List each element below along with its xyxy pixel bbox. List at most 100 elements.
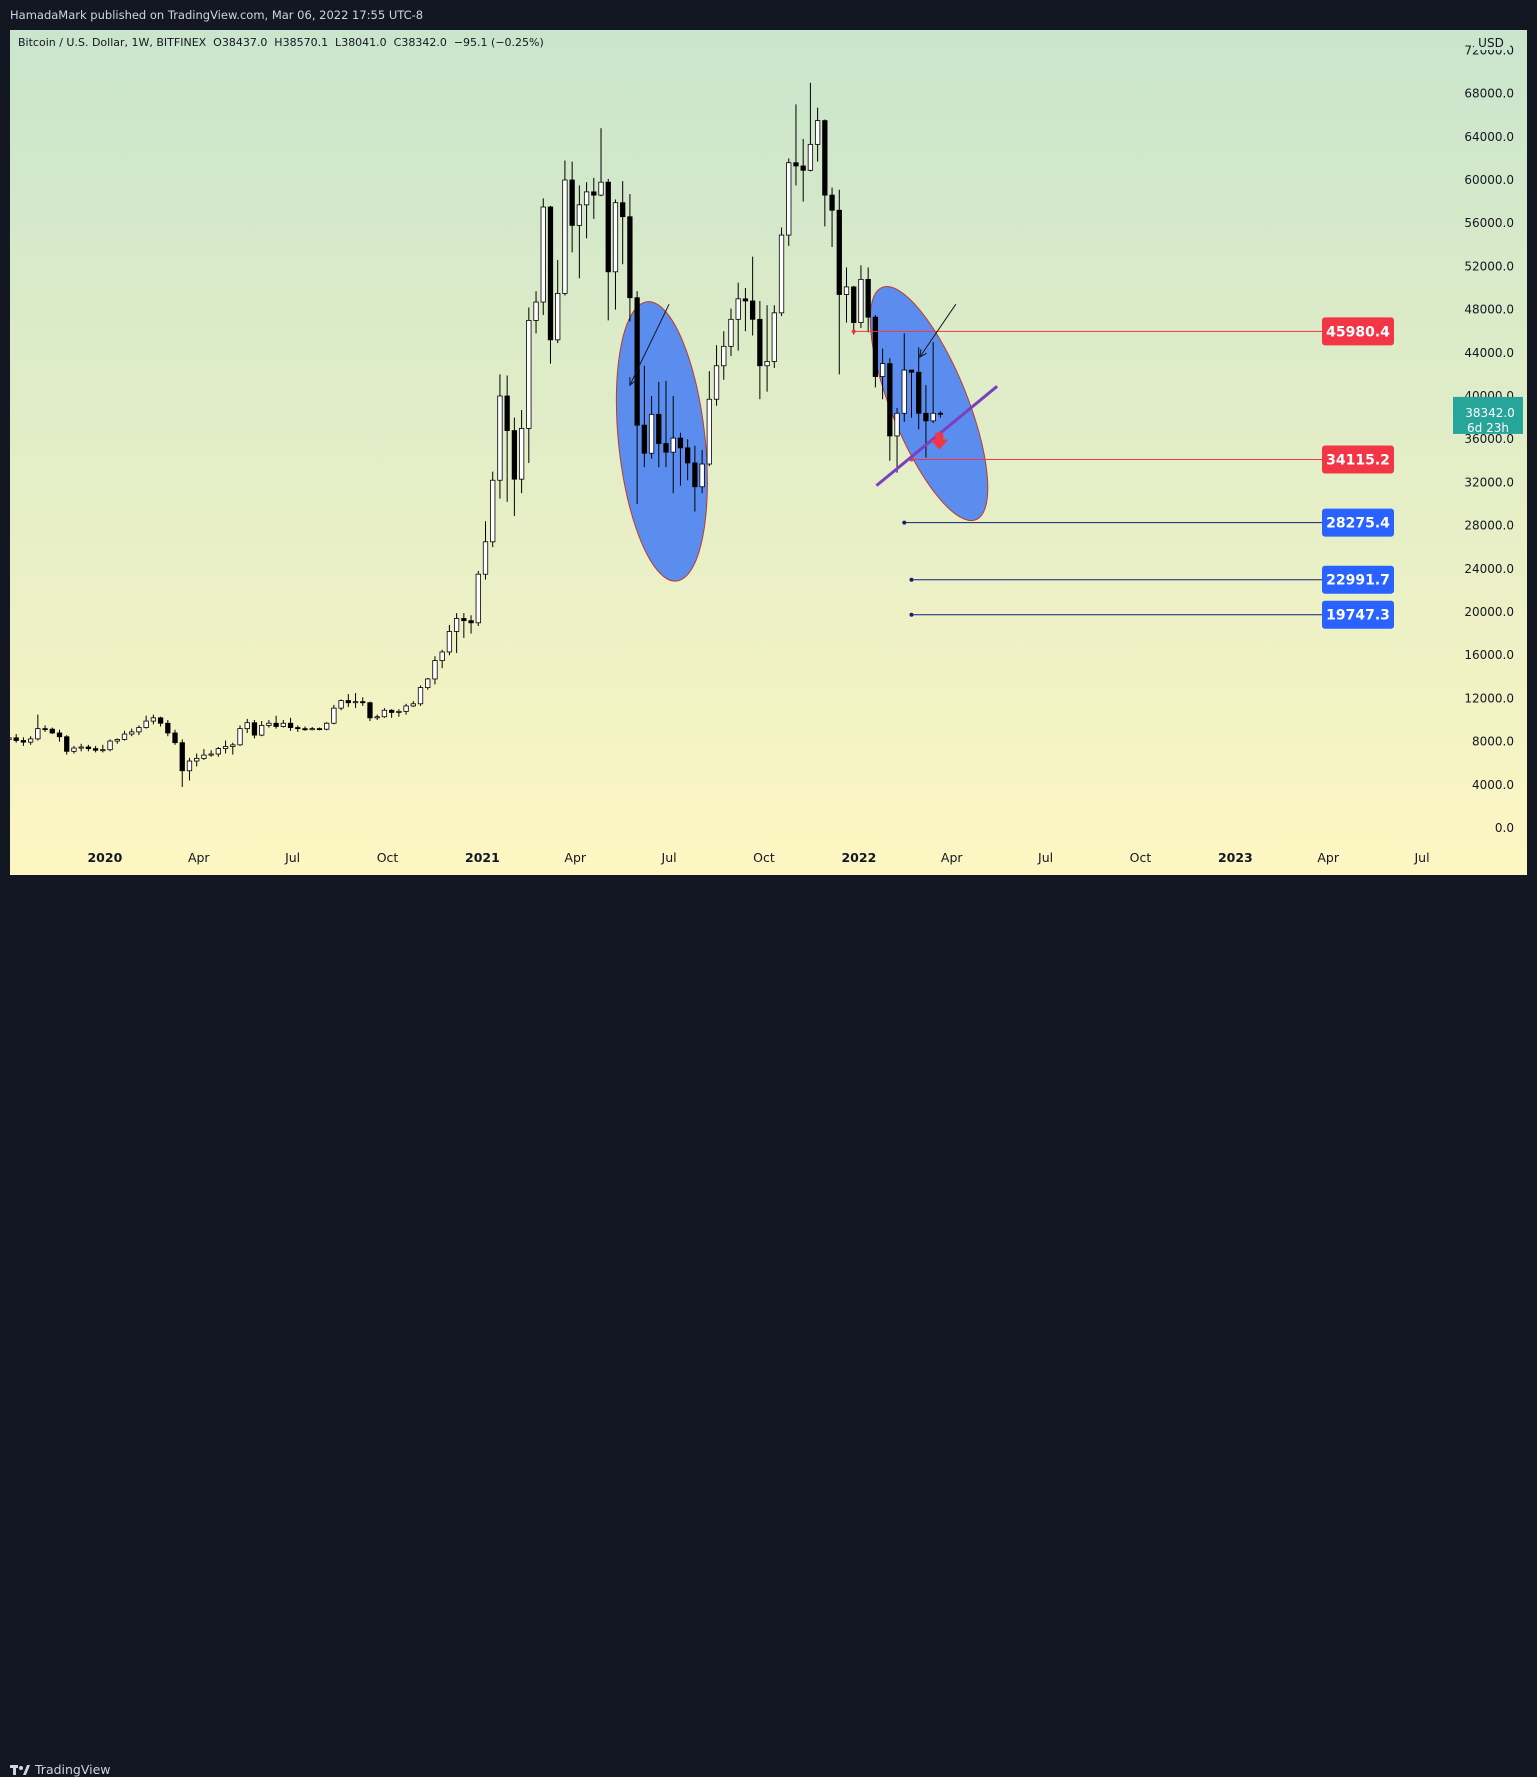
x-tick-label: Apr [564,850,586,865]
candle-body [757,318,763,367]
candle-body [49,728,55,734]
candle-body [533,301,539,321]
x-tick-label: 2023 [1218,850,1253,865]
candle-body [10,737,12,740]
candle-body [916,371,922,414]
arrow-head [919,349,927,359]
candle-body [425,678,431,689]
tradingview-brand[interactable]: TradingView [10,1762,111,1777]
candle-body [150,717,157,722]
candle-body [179,742,185,772]
candle-body [836,209,842,295]
current-price-label: 38342.0 [1465,406,1515,420]
candle-body [461,618,467,622]
candle-body [742,298,749,302]
candle-body [230,744,236,747]
candle-body [338,700,344,709]
candle-body [858,278,864,323]
brand-label: TradingView [35,1762,111,1777]
candle-body [829,194,835,211]
price-level-dot [909,612,914,617]
price-level-label: 34115.2 [1326,453,1390,469]
candle-body [822,120,828,196]
y-tick-label: 32000.0 [1464,475,1514,489]
symbol-info: Bitcoin / U.S. Dollar, 1W, BITFINEX O384… [18,36,544,49]
candle-body [656,413,662,444]
candle-body [692,462,698,488]
candle-body [511,430,518,480]
price-level-label: 28275.4 [1326,516,1390,532]
currency-label: USD [1478,36,1504,50]
price-level-badge [1322,600,1394,629]
candle-body [468,620,474,624]
candle-body [851,286,857,323]
candle-body [295,727,301,730]
candle-body [114,739,120,742]
candle-body [641,424,647,454]
annotation-arrow [629,303,670,386]
candle-body [648,413,655,454]
candle-body [526,319,532,429]
x-tick-label: 2021 [465,850,500,865]
candle-body [786,162,792,236]
candle-body [78,746,84,749]
x-tick-label: Apr [1317,850,1339,865]
y-tick-label: 0.0 [1495,821,1514,835]
price-level-badge [1322,317,1394,346]
candle-body [901,369,907,414]
candle-body [432,660,438,680]
candle-body [309,728,315,731]
candle-body [316,728,323,731]
candle-body [627,216,633,299]
x-tick-label: Oct [1130,850,1152,865]
x-tick-label: Jul [1414,850,1430,865]
candle-body [591,191,597,196]
candle-body [331,707,337,724]
candle-body [439,651,445,662]
candle-body [446,631,453,653]
candle-body [634,297,640,426]
y-tick-label: 20000.0 [1464,605,1514,619]
candle-body [453,618,460,632]
candle-body [937,412,944,415]
price-level-badge [1322,508,1394,537]
candle-body [273,722,279,727]
candle-body [20,740,27,743]
candle-body [930,412,936,422]
candle-body [793,162,799,167]
candle-body [381,709,388,718]
candle-body [750,300,756,320]
x-tick-label: Jul [1037,850,1053,865]
y-tick-label: 12000.0 [1464,691,1514,705]
x-tick-label: Oct [377,850,399,865]
candle-body [778,234,785,314]
x-tick-label: 2022 [841,850,876,865]
x-tick-label: 2020 [87,850,122,865]
candle-body [620,202,626,218]
candle-body [157,717,164,724]
candle-body [56,732,63,738]
candle-body [13,737,19,741]
x-tick-label: Oct [753,850,775,865]
chart-svg[interactable]: Bitcoin / U.S. Dollar, 1W, BITFINEX O384… [0,0,1537,910]
candle-body [287,722,294,728]
candle-body [121,733,128,740]
publish-info: HamadaMark published on TradingView.com,… [10,8,424,22]
candle-body [251,722,258,736]
y-tick-label: 52000.0 [1464,259,1514,273]
y-tick-label: 44000.0 [1464,346,1514,360]
candle-body [186,760,193,772]
candle-body [685,447,691,464]
candle-body [894,412,900,437]
candle-body [598,181,604,196]
candle-body [771,312,777,362]
arrow-head [629,377,637,387]
candle-body [713,365,720,400]
candle-body [165,722,171,734]
price-level-badge [1322,445,1394,474]
candle-body [490,479,496,543]
candle-body [417,687,424,705]
candle-body [367,702,373,719]
price-level-label: 45980.4 [1326,324,1390,340]
candle-body [547,206,554,341]
